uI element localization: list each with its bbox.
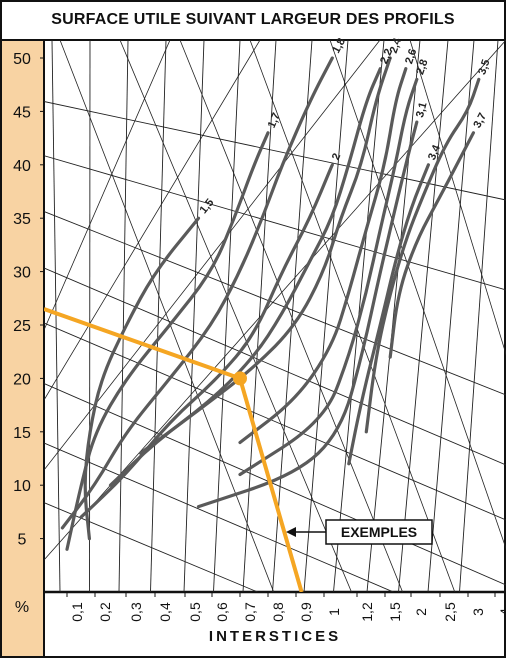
x-tick-label: 0,3 xyxy=(128,602,144,622)
series-line-3-5 xyxy=(364,77,481,434)
x-tick-label: 0,1 xyxy=(69,602,85,622)
series-label-2-4: 2,4 xyxy=(388,36,405,55)
callout-label: EXEMPLES xyxy=(341,524,417,540)
grid-line-diagonal xyxy=(44,155,506,291)
grid-line-diagonal xyxy=(44,442,395,592)
series-label-1-7: 1,7 xyxy=(266,111,283,130)
x-tick-label: 2 xyxy=(413,608,429,616)
series-line-3-4 xyxy=(347,163,430,466)
grid-line-vertical xyxy=(366,40,421,592)
y-tick-label: 25 xyxy=(13,318,31,335)
x-tick-label: 1,2 xyxy=(359,602,375,622)
grid-line-diagonal xyxy=(44,267,506,466)
x-tick-label: 0,6 xyxy=(214,602,230,622)
grid-line-vertical xyxy=(118,40,129,592)
series-label-2: 2 xyxy=(330,152,343,162)
grid-line-vertical xyxy=(459,40,499,592)
grid-line-vertical xyxy=(183,40,205,592)
grid-line-rising xyxy=(44,40,171,331)
grid-line-diagonal xyxy=(44,383,506,586)
grid-line-rising xyxy=(44,40,381,471)
series-label-2-6: 2,6 xyxy=(403,47,419,65)
grid-line-diagonal xyxy=(44,210,506,396)
x-tick-label: 0,9 xyxy=(298,602,314,622)
grid-line-vertical xyxy=(150,40,167,592)
x-tick-label: 4 xyxy=(497,608,506,616)
grid-line-steep xyxy=(119,40,352,592)
grid-line-vertical xyxy=(51,40,61,592)
series-line-2-4 xyxy=(138,56,392,455)
series-label-1-5: 1,5 xyxy=(198,197,217,216)
series-line-1-8 xyxy=(60,56,334,530)
series-label-3-7: 3,7 xyxy=(471,111,489,130)
plot-area xyxy=(44,40,506,592)
series-line-2 xyxy=(79,163,334,519)
y-tick-label: 15 xyxy=(13,425,31,442)
x-tick-label: 0,2 xyxy=(97,602,113,622)
x-tick-label: 1,5 xyxy=(387,602,403,622)
y-tick-label: 30 xyxy=(13,265,31,282)
series-line-1-7 xyxy=(65,131,270,551)
y-tick-label: 10 xyxy=(13,478,31,495)
x-tick-label: 0,4 xyxy=(157,602,173,622)
y-tick-label: 35 xyxy=(13,211,31,228)
series-line-3-7 xyxy=(388,131,475,359)
grid-line-vertical xyxy=(398,40,449,592)
example-line xyxy=(44,307,304,592)
x-tick-label: 2,5 xyxy=(442,602,458,622)
y-axis-unit: % xyxy=(15,599,29,616)
y-axis-band xyxy=(0,40,44,658)
series-label-3-4: 3,4 xyxy=(426,142,443,162)
chart-title: SURFACE UTILE SUIVANT LARGEUR DES PROFIL… xyxy=(51,11,455,28)
y-tick-label: 50 xyxy=(13,51,31,68)
series-label-3-5: 3,5 xyxy=(476,58,492,76)
series-label-2-8: 2,8 xyxy=(414,58,430,76)
grid-line-rising xyxy=(44,40,261,401)
x-tick-label: 0,8 xyxy=(270,602,286,622)
x-tick-label: 0,5 xyxy=(187,602,203,622)
y-tick-label: 5 xyxy=(18,532,27,549)
callout-box xyxy=(325,519,433,545)
y-tick-label: 20 xyxy=(13,371,31,388)
grid-line-diagonal xyxy=(44,502,259,592)
series-line-2-6 xyxy=(238,67,408,445)
x-tick-label: 3 xyxy=(470,608,486,616)
x-tick-label: 1 xyxy=(326,608,342,616)
example-point xyxy=(233,371,247,386)
y-tick-label: 40 xyxy=(13,158,31,175)
grid-line-vertical xyxy=(272,40,313,592)
series-line-2-8 xyxy=(238,77,419,477)
callout-arrow-head xyxy=(286,527,296,537)
x-tick-label: 0,7 xyxy=(242,602,258,622)
y-tick-label: 45 xyxy=(13,104,31,121)
series-label-3-1: 3,1 xyxy=(414,101,429,119)
grid-line-steep xyxy=(409,40,506,356)
grid-line-steep xyxy=(59,40,275,592)
series-line-3-1 xyxy=(196,120,419,509)
series-line-1-5 xyxy=(83,216,201,541)
grid-line-vertical xyxy=(242,40,277,592)
x-axis-label: INTERSTICES xyxy=(208,628,342,645)
grid-line-steep xyxy=(179,40,404,592)
grid-line-vertical xyxy=(89,40,91,592)
series-label-2-2: 2,2 xyxy=(378,47,395,66)
grid-line-vertical xyxy=(427,40,475,592)
grid-line-steep xyxy=(249,40,456,592)
